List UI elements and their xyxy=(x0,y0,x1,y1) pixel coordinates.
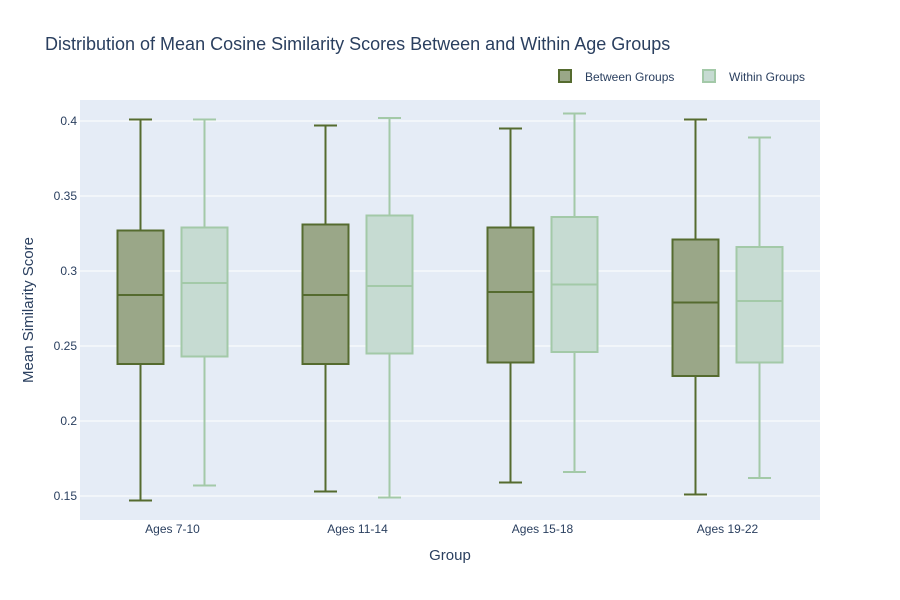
y-tick-label: 0.15 xyxy=(54,489,78,503)
iqr-box xyxy=(116,229,165,365)
box-within-4 xyxy=(735,136,784,479)
legend-label: Between Groups xyxy=(585,70,674,84)
y-axis-ticks: 0.15 0.2 0.25 0.3 0.35 0.4 xyxy=(54,114,78,503)
x-tick-label: Ages 19-22 xyxy=(697,522,759,536)
box-within-1 xyxy=(180,118,229,487)
legend-swatch xyxy=(558,69,572,83)
legend-swatch xyxy=(702,69,716,83)
y-tick-label: 0.3 xyxy=(60,264,77,278)
box-within-3 xyxy=(550,112,599,473)
x-axis-ticks: Ages 7-10 Ages 11-14 Ages 15-18 Ages 19-22 xyxy=(145,522,758,536)
legend-label: Within Groups xyxy=(729,70,805,84)
box-between-3 xyxy=(486,127,535,484)
legend-item-within[interactable]: Within Groups xyxy=(702,69,805,84)
iqr-box xyxy=(735,246,784,364)
box-between-4 xyxy=(671,118,720,496)
iqr-box xyxy=(365,214,414,355)
iqr-box xyxy=(671,238,720,377)
chart-title: Distribution of Mean Cosine Similarity S… xyxy=(45,34,670,54)
x-tick-label: Ages 7-10 xyxy=(145,522,200,536)
legend-item-between[interactable]: Between Groups xyxy=(558,69,674,84)
legend[interactable]: Between Groups Within Groups xyxy=(558,69,805,84)
x-axis-title: Group xyxy=(429,547,471,564)
y-axis-title: Mean Similarity Score xyxy=(20,237,37,383)
y-tick-label: 0.4 xyxy=(60,114,77,128)
y-tick-label: 0.25 xyxy=(54,339,78,353)
iqr-box xyxy=(180,226,229,358)
box-within-2 xyxy=(365,117,414,499)
y-tick-label: 0.2 xyxy=(60,414,77,428)
box-series xyxy=(116,112,784,502)
x-tick-label: Ages 11-14 xyxy=(327,522,388,536)
y-tick-label: 0.35 xyxy=(54,189,78,203)
box-between-2 xyxy=(301,124,350,493)
box-between-1 xyxy=(116,118,165,502)
iqr-box xyxy=(486,226,535,364)
x-tick-label: Ages 15-18 xyxy=(512,522,574,536)
